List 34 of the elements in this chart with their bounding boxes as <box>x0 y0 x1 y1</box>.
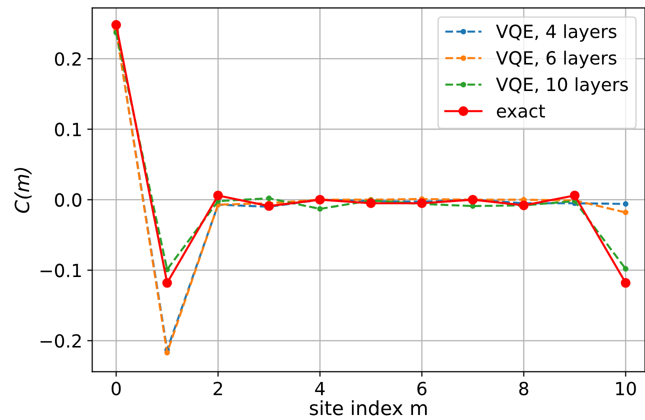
x-tick-label: 10 <box>616 382 636 396</box>
y-tick-label: −0.1 <box>40 264 81 278</box>
point <box>162 278 172 288</box>
point <box>213 190 223 200</box>
y-tick-label: 0.0 <box>54 193 82 207</box>
legend-label: VQE, 10 layers <box>496 77 628 95</box>
x-tick-label: 4 <box>315 382 325 396</box>
y-tick-label: 0.2 <box>54 52 81 66</box>
point <box>315 194 325 205</box>
y-axis-title: C(m) <box>14 168 32 213</box>
point <box>111 20 122 30</box>
point <box>366 198 376 208</box>
point <box>622 266 628 272</box>
legend-label: exact <box>496 104 545 118</box>
point <box>518 200 529 210</box>
legend-label: VQE, 4 layers <box>496 24 616 42</box>
y-tick-label: −0.2 <box>40 334 81 348</box>
point <box>266 196 272 202</box>
point <box>264 201 274 211</box>
point <box>416 198 427 208</box>
point <box>317 206 323 212</box>
point <box>622 201 628 207</box>
point <box>620 278 630 288</box>
x-tick-label: 6 <box>417 382 426 396</box>
x-tick-label: 2 <box>214 382 222 396</box>
point <box>570 190 580 200</box>
y-tick-label: 0.1 <box>54 122 81 136</box>
x-tick-label: 8 <box>519 382 528 396</box>
point <box>622 210 628 216</box>
point <box>468 194 478 205</box>
x-tick-label: 0 <box>112 382 121 396</box>
legend-label: VQE, 6 layers <box>496 50 616 68</box>
x-axis-title: site index m <box>310 400 427 416</box>
point <box>164 350 170 356</box>
